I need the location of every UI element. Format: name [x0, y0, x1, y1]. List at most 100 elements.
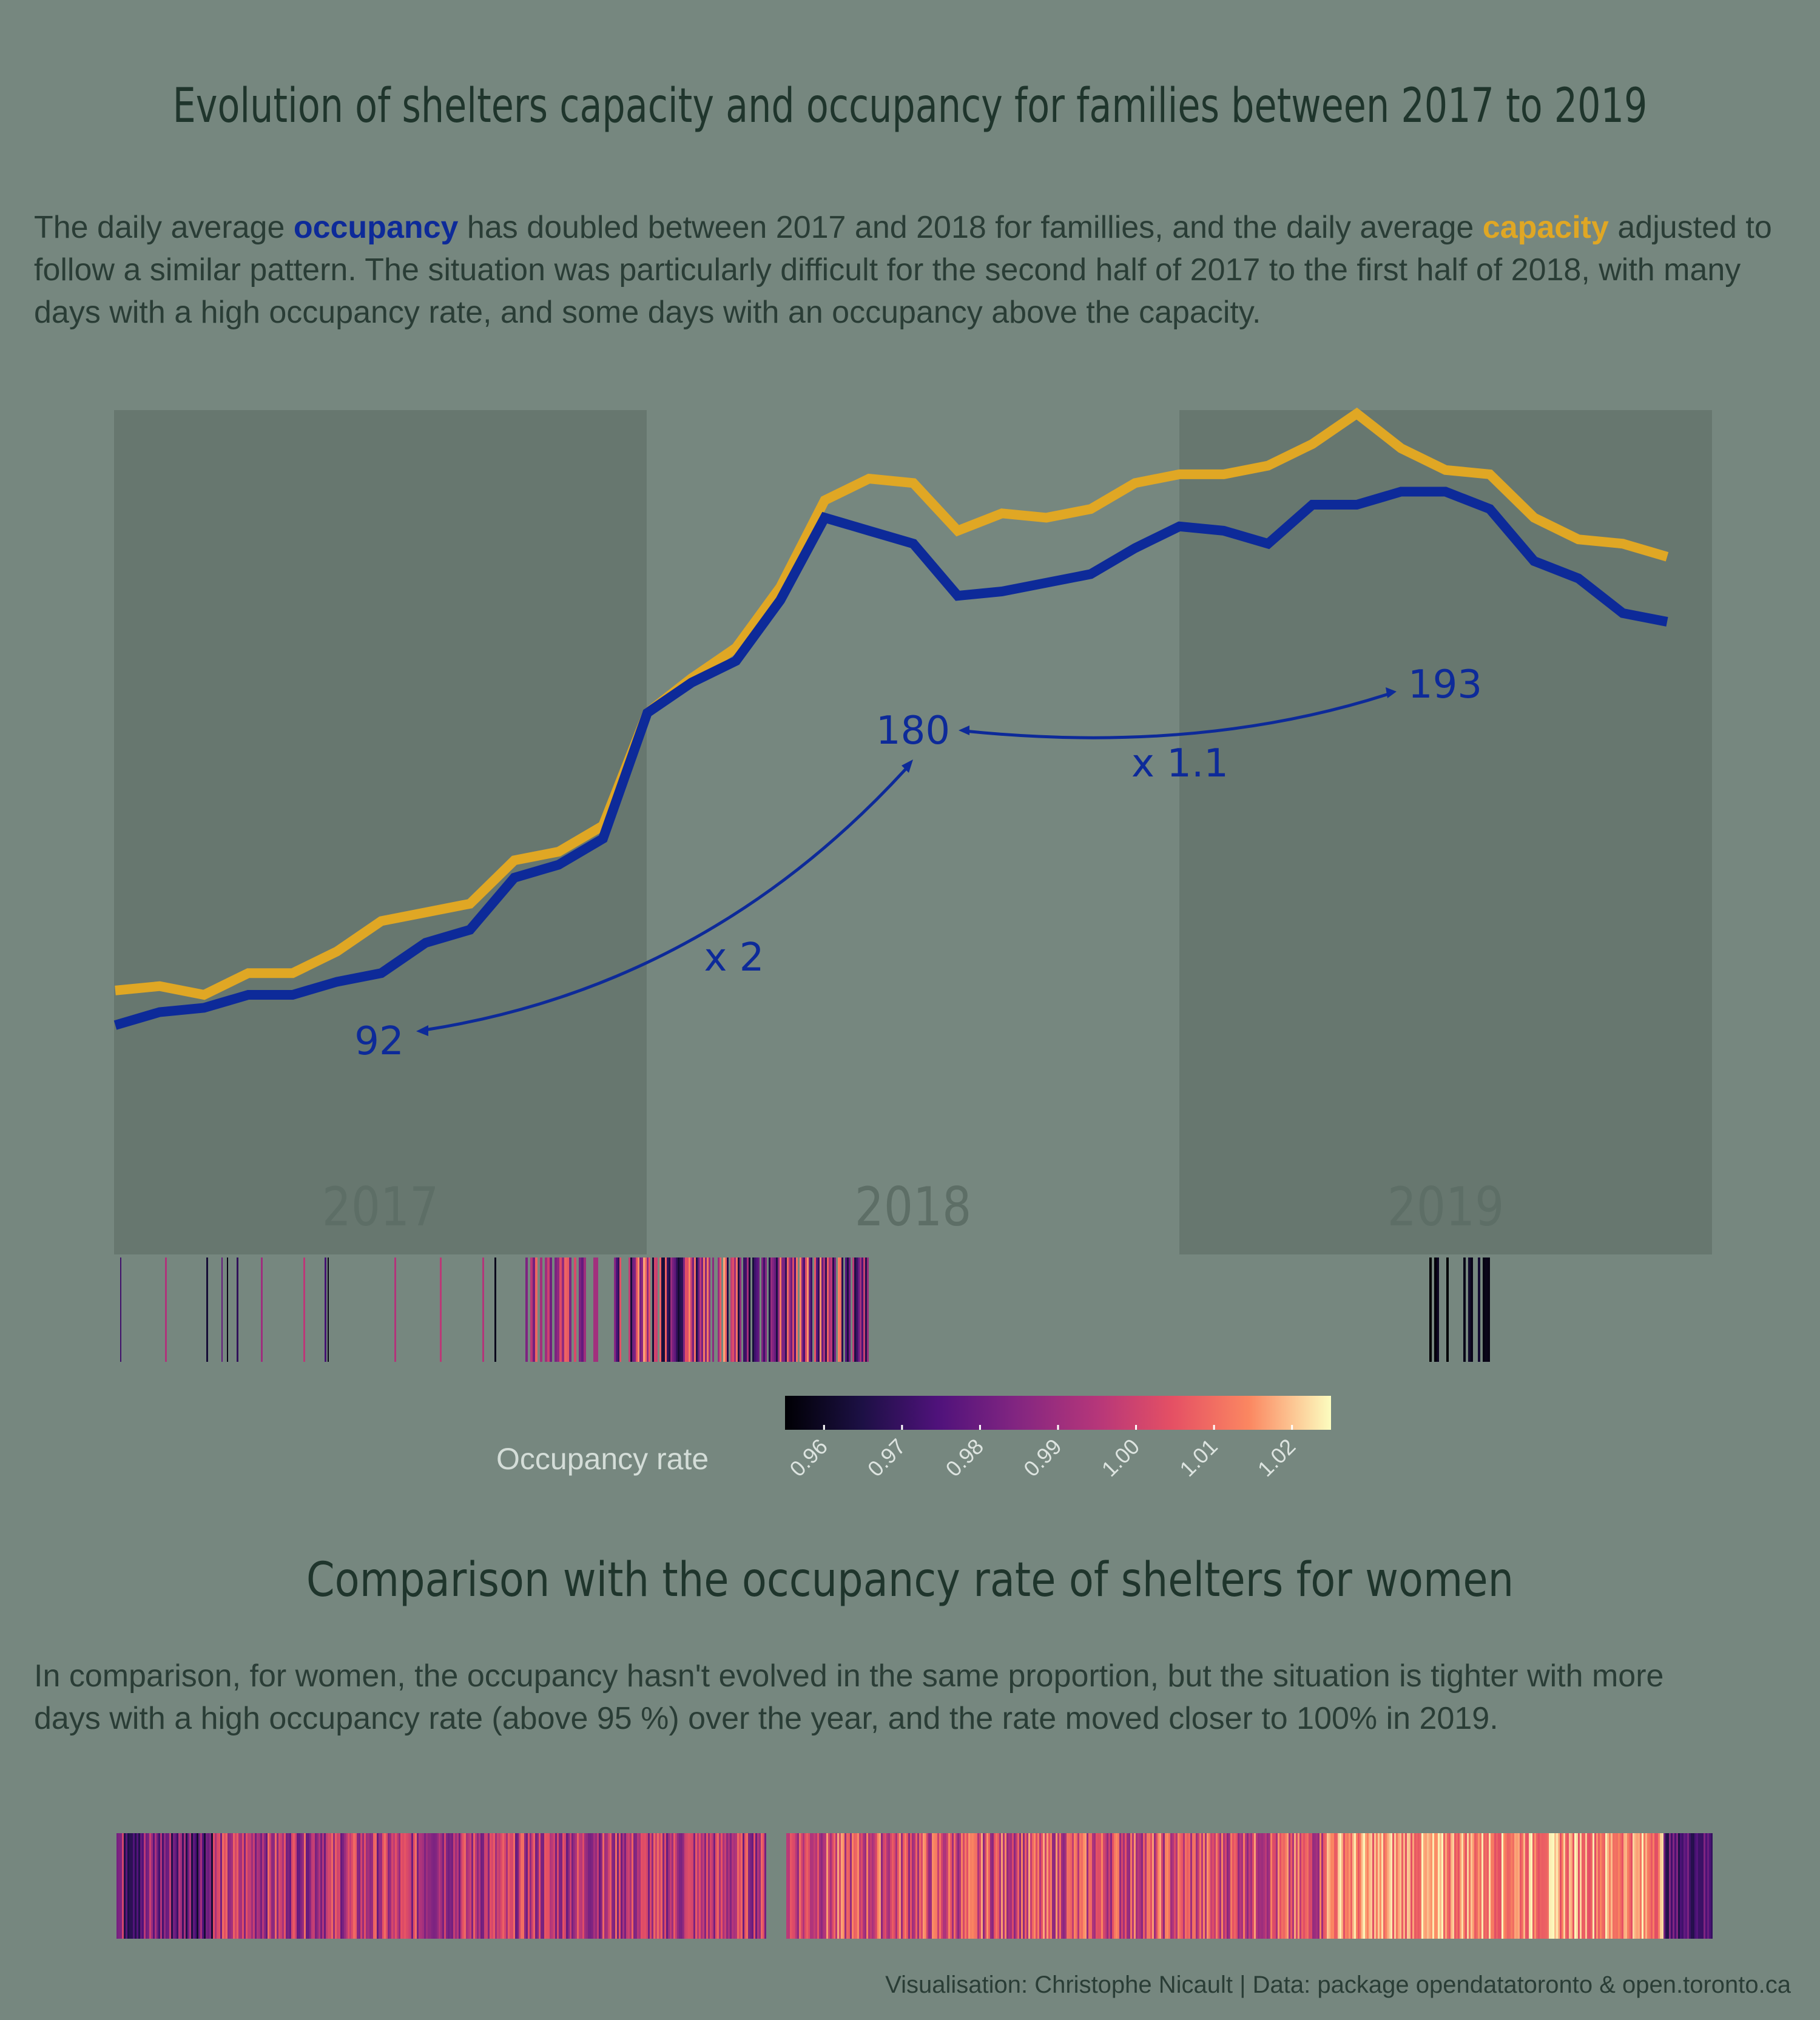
stripe: [1247, 1833, 1249, 1939]
stripe: [1243, 1833, 1245, 1939]
stripe: [1005, 1833, 1006, 1939]
stripe: [1307, 1833, 1309, 1939]
stripe: [1296, 1833, 1298, 1939]
stripe: [698, 1257, 699, 1362]
stripe: [879, 1833, 881, 1939]
stripe: [820, 1257, 821, 1362]
stripe: [996, 1833, 997, 1939]
stripe: [1238, 1833, 1239, 1939]
stripe: [1076, 1833, 1077, 1939]
stripe: [624, 1833, 626, 1939]
stripe: [1245, 1833, 1247, 1939]
stripe: [1088, 1833, 1090, 1939]
stripe: [597, 1833, 599, 1939]
stripe: [1687, 1833, 1689, 1939]
stripe: [220, 1833, 222, 1939]
stripe: [789, 1257, 790, 1362]
stripe: [617, 1833, 619, 1939]
stripe: [823, 1833, 824, 1939]
stripe: [757, 1833, 759, 1939]
stripe: [1565, 1833, 1567, 1939]
stripe: [471, 1833, 473, 1939]
stripe: [656, 1257, 658, 1362]
stripe: [1114, 1833, 1116, 1939]
stripe: [979, 1833, 981, 1939]
stripe: [910, 1833, 912, 1939]
stripe: [1116, 1833, 1117, 1939]
stripe: [1480, 1833, 1481, 1939]
stripe: [1596, 1833, 1598, 1939]
year-band-2017: [114, 410, 647, 1254]
stripe: [1709, 1833, 1711, 1939]
stripe: [690, 1257, 692, 1362]
stripe: [1178, 1833, 1179, 1939]
stripe: [794, 1257, 796, 1362]
stripe: [636, 1257, 638, 1362]
stripe: [351, 1833, 353, 1939]
stripe: [546, 1833, 548, 1939]
stripe: [193, 1833, 195, 1939]
stripe: [1516, 1833, 1518, 1939]
stripe: [696, 1257, 698, 1362]
stripe: [655, 1833, 657, 1939]
stripe: [1150, 1833, 1152, 1939]
stripe: [1121, 1833, 1123, 1939]
stripe: [1112, 1833, 1114, 1939]
stripe: [554, 1257, 557, 1362]
stripe: [545, 1257, 547, 1362]
stripe: [703, 1833, 704, 1939]
stripe: [901, 1833, 903, 1939]
stripe: [765, 1257, 767, 1362]
stripe: [1303, 1833, 1305, 1939]
stripe: [776, 1257, 778, 1362]
stripe: [593, 1833, 595, 1939]
stripe: [1221, 1833, 1223, 1939]
stripe: [1292, 1833, 1294, 1939]
stripe: [1210, 1833, 1212, 1939]
stripe: [1602, 1833, 1603, 1939]
stripe: [530, 1833, 531, 1939]
stripe: [748, 1833, 750, 1939]
stripe: [1682, 1833, 1684, 1939]
stripe: [533, 1257, 535, 1362]
stripe: [462, 1833, 464, 1939]
stripe: [1072, 1833, 1074, 1939]
intro-occupancy-word: occupancy: [293, 210, 459, 245]
stripe: [970, 1833, 972, 1939]
stripe: [1132, 1833, 1134, 1939]
stripe: [941, 1833, 943, 1939]
stripe: [359, 1833, 360, 1939]
stripe: [222, 1833, 224, 1939]
stripe: [1676, 1833, 1678, 1939]
stripe: [1591, 1833, 1592, 1939]
stripe: [1021, 1833, 1023, 1939]
stripe: [800, 1257, 801, 1362]
stripe: [1625, 1833, 1627, 1939]
stripe: [688, 1833, 690, 1939]
stripe: [480, 1833, 482, 1939]
stripe: [1079, 1833, 1081, 1939]
stripe: [737, 1833, 739, 1939]
stripe: [1099, 1833, 1101, 1939]
stripe: [271, 1833, 273, 1939]
stripe: [1008, 1833, 1010, 1939]
stripe: [795, 1833, 797, 1939]
stripe: [1562, 1833, 1563, 1939]
stripe: [1187, 1833, 1188, 1939]
stripe: [764, 1833, 766, 1939]
stripe: [814, 1833, 815, 1939]
stripe: [1432, 1833, 1434, 1939]
stripe: [131, 1833, 133, 1939]
stripe: [1509, 1833, 1511, 1939]
stripe: [790, 1257, 792, 1362]
stripe: [672, 1833, 673, 1939]
stripe: [646, 1833, 648, 1939]
stripe: [1239, 1833, 1241, 1939]
stripe: [718, 1257, 720, 1362]
stripe: [548, 1833, 550, 1939]
annotations: 92 180 193 x 2 x 1.1: [354, 662, 1482, 1064]
stripe: [794, 1833, 795, 1939]
stripe: [854, 1257, 856, 1362]
stripe: [202, 1833, 204, 1939]
stripe: [1471, 1833, 1472, 1939]
